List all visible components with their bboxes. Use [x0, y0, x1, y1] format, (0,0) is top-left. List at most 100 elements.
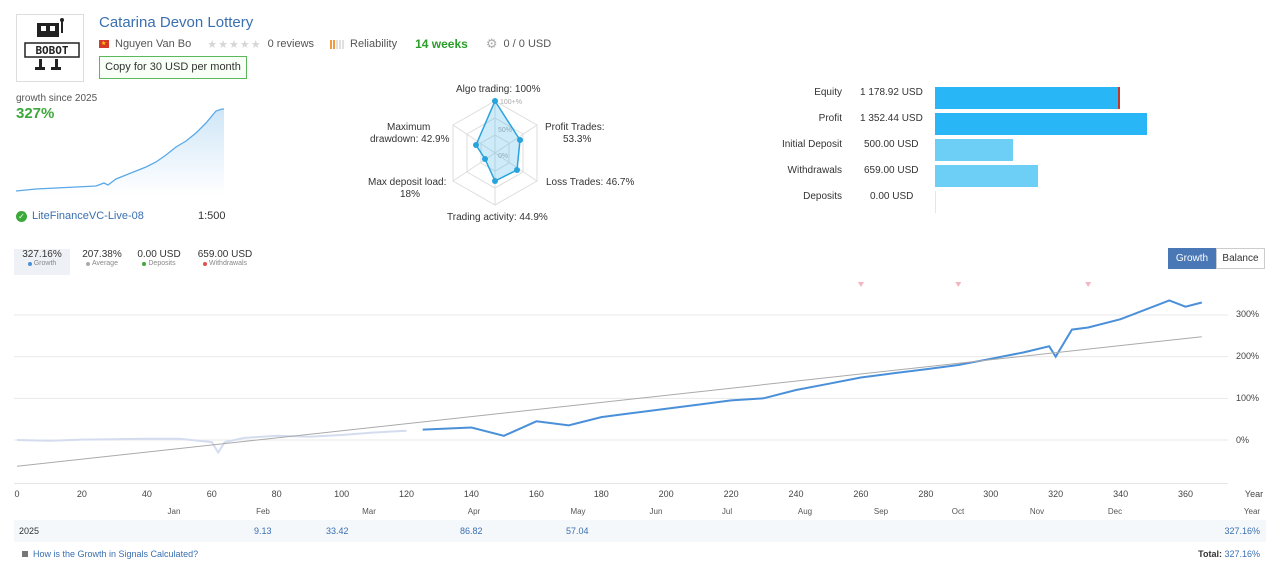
stat-withdrawals-value: 659.00 USD [197, 249, 253, 260]
reviews-count[interactable]: 0 reviews [267, 38, 315, 50]
help-square-icon [22, 551, 28, 557]
radar-point-algo [492, 98, 498, 104]
radar-scale-0: 0% [498, 153, 508, 160]
signal-title[interactable]: Catarina Devon Lottery [99, 14, 254, 31]
copy-signal-button[interactable]: Copy for 30 USD per month [99, 56, 247, 79]
broker-server[interactable]: ✓ LiteFinanceVC-Live-08 [16, 210, 144, 222]
bar-value-profit: 1 352.44 USD [860, 113, 923, 124]
radar-chart: 100+% 50% 0% [452, 98, 538, 206]
x-tick-280: 280 [918, 489, 934, 499]
vietnam-flag-icon [99, 39, 109, 49]
author-name[interactable]: Nguyen Van Bo [115, 38, 192, 50]
bar-label-withdrawals: Withdrawals [787, 165, 842, 176]
x-tick-360: 360 [1178, 489, 1194, 499]
growth-toggle-button[interactable]: Growth [1168, 248, 1216, 269]
deposits-dot-icon [142, 261, 147, 266]
account-bar-profit [935, 113, 1147, 135]
x-tick-340: 340 [1113, 489, 1129, 499]
stat-average[interactable]: 207.38% Average [74, 249, 130, 275]
verified-check-icon: ✓ [16, 210, 27, 222]
year-row-apr: 86.82 [460, 526, 483, 536]
x-tick-0: 0 [14, 489, 20, 499]
event-marker-2 [1085, 282, 1092, 287]
radar-drawdown-label-2: drawdown: 42.9% [370, 134, 450, 145]
radar-deposit-label-2: 18% [400, 189, 421, 200]
month-mar: Mar [362, 507, 376, 516]
x-tick-60: 60 [206, 489, 217, 499]
radar-algo-label: Algo trading: 100% [456, 84, 541, 95]
account-bars-graph [935, 87, 1165, 217]
footer-total-label: Total: [1198, 549, 1222, 559]
series-growth-before-signal-start- [16, 429, 407, 455]
subscribers-icon: ⚙ [485, 36, 498, 51]
growth-calculation-link[interactable]: How is the Growth in Signals Calculated? [22, 549, 198, 559]
x-tick-100: 100 [334, 489, 350, 499]
stat-withdrawals-label: Withdrawals [208, 260, 248, 267]
signal-meta: Nguyen Van Bo ★★★★★ 0 reviews Reliabilit… [99, 36, 551, 51]
bar-value-initial-deposit: 500.00 USD [864, 139, 919, 150]
radar-drawdown-label-1: Maximum [387, 122, 431, 133]
radar-point-deposit-load [482, 156, 488, 162]
footer-total-value: 327.16% [1224, 549, 1260, 559]
account-bar-deposits [935, 191, 936, 213]
stat-growth[interactable]: 327.16% Growth [14, 249, 70, 275]
radar-loss-label: Loss Trades: 46.7% [546, 177, 635, 188]
radar-point-activity [492, 178, 498, 184]
x-tick-260: 260 [853, 489, 869, 499]
radar-scale-50: 50% [498, 127, 512, 134]
stat-deposits-label: Deposits [148, 260, 176, 267]
month-year-header: Year [1243, 507, 1261, 516]
reliability-label: Reliability [350, 38, 398, 50]
growth-mini-chart [16, 108, 224, 195]
month-oct: Oct [951, 507, 965, 516]
year-row: 2025 9.13 33.42 86.82 57.04 327.16% [14, 520, 1266, 542]
bar-value-withdrawals: 659.00 USD [864, 165, 919, 176]
broker-name[interactable]: LiteFinanceVC-Live-08 [32, 210, 144, 222]
x-tick-80: 80 [271, 489, 282, 499]
weeks-count: 14 weeks [415, 37, 468, 51]
stat-growth-value: 327.16% [22, 249, 62, 260]
x-tick-40: 40 [141, 489, 152, 499]
year-row-total: 327.16% [1224, 526, 1260, 536]
y-tick-100: 100% [1236, 393, 1260, 403]
bar-label-equity: Equity [814, 87, 842, 98]
average-dot-icon [86, 261, 91, 266]
account-bar-withdrawals [935, 165, 1038, 187]
event-marker-1 [955, 282, 962, 287]
signal-logo: BOBOT [16, 14, 84, 82]
growth-chart [14, 282, 1228, 484]
stat-withdrawals[interactable]: 659.00 USD Withdrawals [194, 249, 256, 275]
leverage-value: 1:500 [198, 210, 226, 222]
month-nov: Nov [1029, 507, 1045, 516]
x-axis-year-label: Year [1244, 489, 1264, 499]
balance-toggle-button[interactable]: Balance [1216, 248, 1265, 269]
growth-mini-line [16, 108, 224, 192]
footer-total: Total: 327.16% [1198, 549, 1260, 559]
x-tick-160: 160 [528, 489, 544, 499]
growth-since-value: 327% [16, 105, 55, 122]
y-tick-0: 0% [1236, 435, 1250, 445]
growth-calculation-link-text[interactable]: How is the Growth in Signals Calculated? [33, 549, 199, 559]
month-feb: Feb [256, 507, 270, 516]
x-tick-320: 320 [1048, 489, 1064, 499]
withdrawals-dot-icon [202, 261, 207, 266]
month-may: May [570, 507, 586, 516]
stat-growth-label: Growth [33, 260, 57, 267]
x-tick-180: 180 [593, 489, 609, 499]
month-jul: Jul [721, 507, 733, 516]
year-row-may: 57.04 [566, 526, 589, 536]
stat-average-label: Average [92, 260, 118, 267]
x-tick-300: 300 [983, 489, 999, 499]
month-sep: Sep [873, 507, 889, 516]
account-bar-initial-deposit [935, 139, 1013, 161]
account-bar-equity [935, 87, 1120, 109]
bar-label-initial-deposit: Initial Deposit [781, 139, 842, 150]
radar-point-loss [514, 167, 520, 173]
stat-deposits[interactable]: 0.00 USD Deposits [134, 249, 184, 275]
svg-text:BOBOT: BOBOT [35, 44, 68, 57]
month-jun: Jun [649, 507, 663, 516]
month-apr: Apr [467, 507, 481, 516]
radar-profit-label-2: 53.3% [563, 134, 592, 145]
y-tick-300: 300% [1236, 309, 1260, 319]
year-row-year: 2025 [19, 526, 40, 536]
